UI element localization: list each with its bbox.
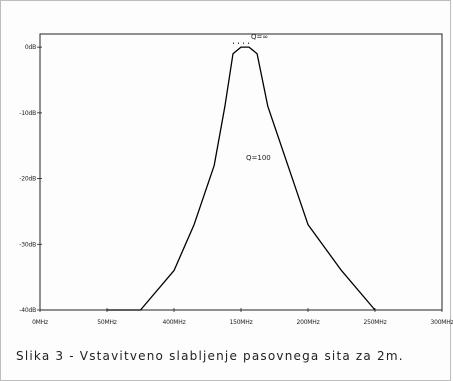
plot-area <box>39 33 443 311</box>
x-tick-label: 150MHz <box>229 319 252 326</box>
series-label-q-infinity: Q=∞ <box>251 33 268 41</box>
y-tick-label: -40dB <box>19 307 36 314</box>
x-tick-label: 50MHz <box>97 319 117 326</box>
figure-caption: Slika 3 - Vstavitveno slabljenje pasovne… <box>16 349 404 363</box>
y-tick-label: -20dB <box>19 176 36 183</box>
x-tick-label: 250MHz <box>363 319 386 326</box>
y-tick-label: 0dB <box>25 44 36 51</box>
x-axis: 0MHz 50MHz 400MHz 150MHz 200MHz 250MHz 300MHz <box>32 308 453 326</box>
x-tick-label: 400MHz <box>162 319 185 326</box>
x-tick-label: 0MHz <box>32 319 48 326</box>
series-label-q-100: Q=100 <box>246 154 271 162</box>
y-axis: 0dB -10dB -20dB -30dB -40dB <box>19 44 42 314</box>
chart: 0dB -10dB -20dB -30dB -40dB 0MHz 50MHz 400MHz 1… <box>19 33 453 326</box>
series-line-0 <box>107 46 376 311</box>
x-tick-label: 200MHz <box>296 319 319 326</box>
y-tick-label: -30dB <box>19 241 36 248</box>
x-tick-label: 300MHz <box>430 319 453 326</box>
y-tick-label: -10dB <box>19 110 36 117</box>
series-layer <box>107 42 376 311</box>
